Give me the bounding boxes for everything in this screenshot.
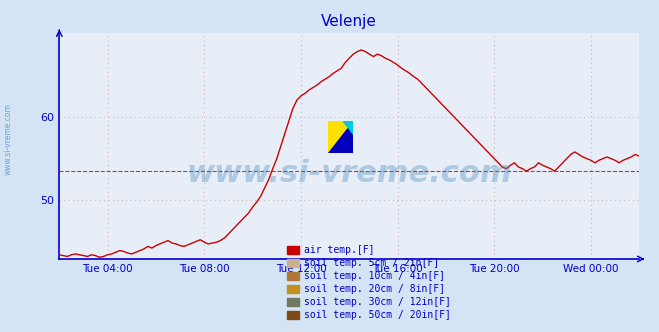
Title: Velenje: Velenje (322, 14, 377, 29)
Polygon shape (343, 121, 353, 134)
Text: www.si-vreme.com: www.si-vreme.com (3, 104, 13, 175)
Legend: air temp.[F], soil temp. 5cm / 2in[F], soil temp. 10cm / 4in[F], soil temp. 20cm: air temp.[F], soil temp. 5cm / 2in[F], s… (283, 241, 455, 324)
Text: www.si-vreme.com: www.si-vreme.com (186, 159, 512, 188)
Polygon shape (328, 121, 353, 153)
Polygon shape (328, 121, 353, 153)
